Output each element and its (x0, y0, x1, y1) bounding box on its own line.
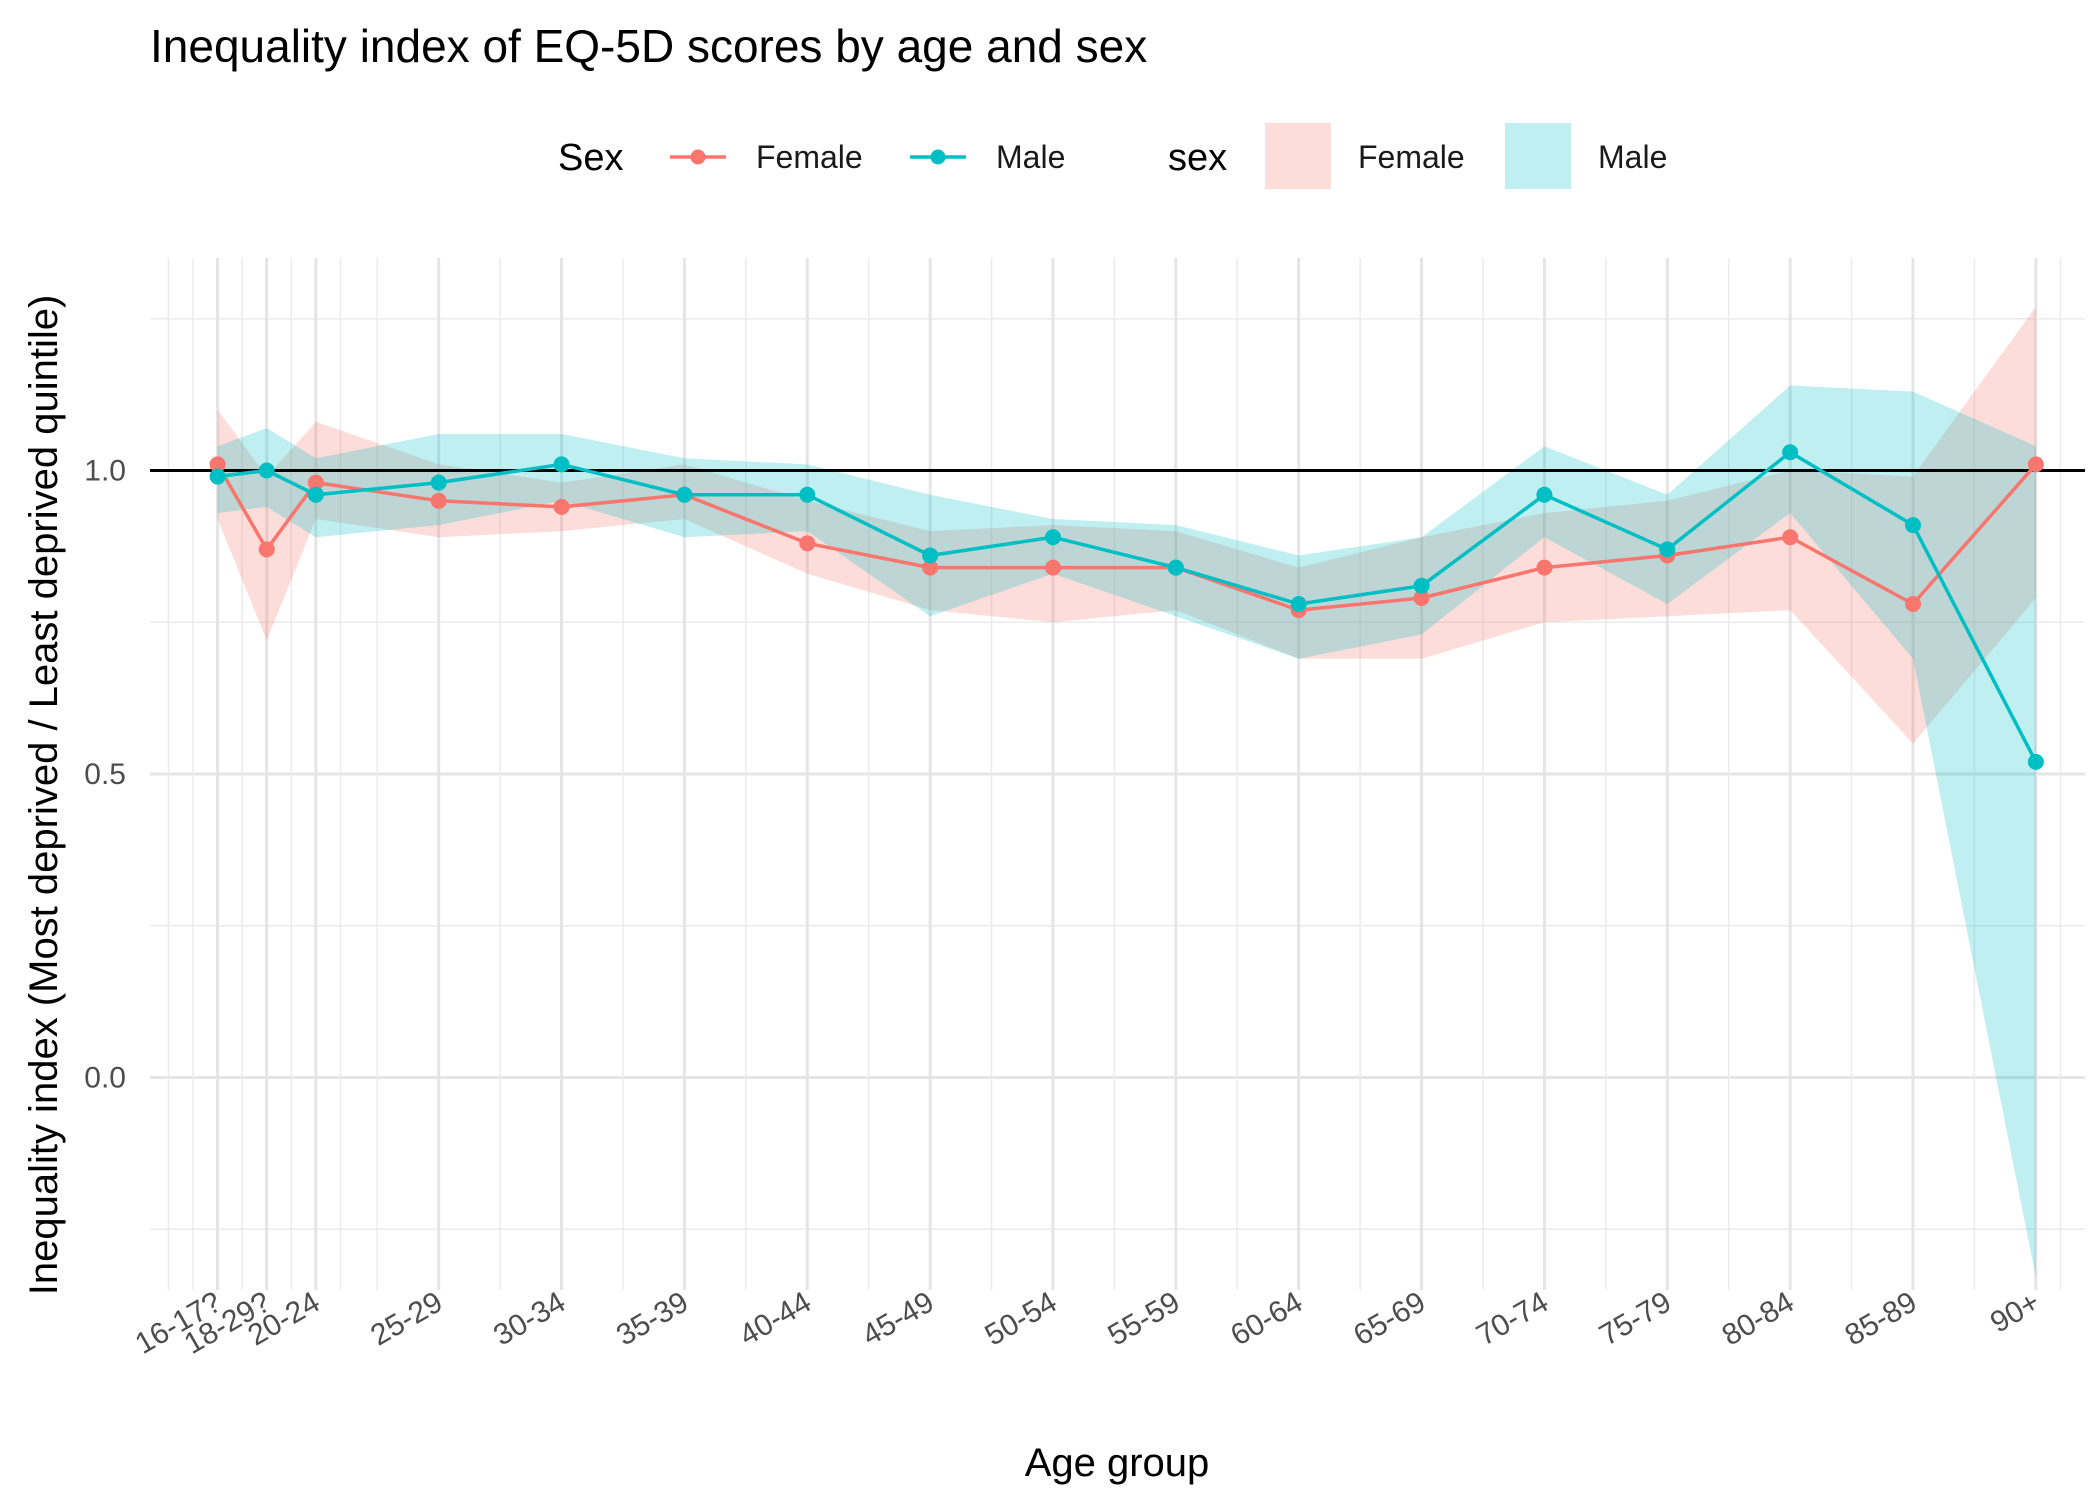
point-female (1905, 596, 1921, 613)
legend-title-line: Sex (558, 137, 623, 179)
point-female (1045, 559, 1061, 576)
point-male (2027, 753, 2044, 770)
point-male (799, 486, 816, 503)
point-male (209, 468, 226, 485)
point-female (258, 541, 275, 558)
x-tick-label: 80-84 (1717, 1285, 1800, 1352)
ribbons (217, 306, 2036, 1278)
legend-female-fill-swatch (1265, 123, 1331, 189)
legend-male-line-label: Male (996, 139, 1065, 175)
x-tick-label: 60-64 (1225, 1285, 1308, 1352)
point-female (1782, 529, 1799, 546)
chart-title: Inequality index of EQ-5D scores by age … (150, 20, 1147, 72)
point-female (799, 535, 816, 552)
point-female (307, 474, 324, 491)
legend-female-fill-label: Female (1358, 139, 1465, 175)
x-tick-labels: 16-17?18-29?20-24 25-29 30-34 35-39 40-44 45-… (130, 1285, 2046, 1360)
point-female (922, 559, 939, 576)
series-points (209, 444, 2044, 770)
point-male (1782, 444, 1799, 461)
point-female (1536, 559, 1553, 576)
x-tick-label: 65-69 (1348, 1285, 1431, 1352)
y-tick-label: 0.0 (84, 1062, 126, 1095)
x-tick-label: 30-34 (488, 1285, 571, 1352)
x-tick-label: 55-59 (1102, 1285, 1185, 1352)
legend-title-fill: sex (1168, 137, 1227, 179)
x-tick-label: 45-49 (857, 1285, 940, 1352)
legend-male-fill-label: Male (1598, 139, 1667, 175)
point-male (1167, 559, 1184, 576)
x-tick-label: 35-39 (611, 1285, 694, 1352)
point-female (1413, 589, 1430, 606)
x-axis-title: Age group (1025, 1441, 1210, 1485)
x-tick-label: 25-29 (365, 1285, 448, 1352)
y-tick-label: 1.0 (84, 454, 126, 487)
legend-female-line-point (690, 149, 706, 165)
grid (150, 258, 2085, 1290)
point-male (258, 462, 275, 479)
legend-female-line-label: Female (756, 139, 863, 175)
point-female (430, 492, 447, 509)
x-tick-label: 50-54 (980, 1285, 1063, 1352)
point-female (2027, 456, 2044, 473)
point-male (1290, 596, 1307, 613)
point-female (209, 456, 226, 473)
y-axis-title: Inequality index (Most deprived / Least … (22, 295, 66, 1296)
ribbon-female (217, 306, 2036, 744)
x-tick-label: 40-44 (734, 1285, 817, 1352)
x-tick-label: 90+ (1985, 1285, 2046, 1339)
x-tick-label: 85-89 (1840, 1285, 1923, 1352)
point-male (1659, 541, 1676, 558)
point-male (1413, 577, 1430, 594)
y-tick-labels: 0.0 0.5 1.0 (84, 454, 126, 1094)
legend-male-line-point (930, 149, 946, 165)
point-male (1905, 517, 1921, 534)
ribbon-male (217, 385, 2036, 1278)
x-tick-label: 75-79 (1594, 1285, 1677, 1352)
point-male (430, 474, 447, 491)
y-tick-label: 0.5 (84, 758, 126, 791)
point-male (1536, 486, 1553, 503)
point-male (307, 486, 324, 503)
point-male (922, 547, 939, 564)
legend: Sex Female Male sex Female Male (558, 123, 1667, 189)
point-male (1045, 529, 1061, 546)
point-male (676, 486, 693, 503)
x-tick-label: 70-74 (1471, 1285, 1554, 1352)
point-female (553, 498, 570, 515)
point-male (553, 456, 570, 473)
legend-male-fill-swatch (1505, 123, 1571, 189)
